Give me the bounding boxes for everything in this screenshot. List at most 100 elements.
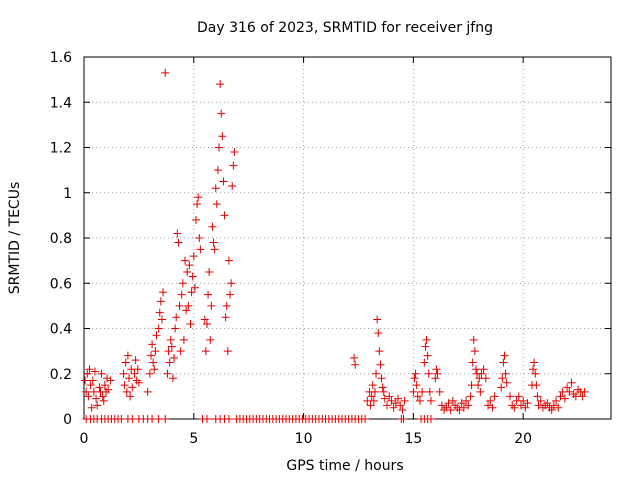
data-point (484, 401, 493, 410)
data-point (383, 401, 392, 410)
data-point (213, 166, 222, 175)
data-point (152, 331, 161, 340)
data-point (227, 279, 236, 288)
data-point (186, 319, 195, 328)
data-point (132, 376, 141, 385)
data-point (431, 374, 440, 383)
data-point (410, 374, 419, 383)
data-point (519, 396, 528, 405)
data-point (173, 229, 182, 238)
data-point (476, 387, 485, 396)
x-tick-label: 0 (80, 431, 89, 447)
data-point (523, 399, 532, 408)
data-point (530, 358, 539, 367)
data-point (150, 365, 159, 374)
data-point (398, 405, 407, 414)
data-point (131, 356, 140, 365)
data-point (481, 374, 490, 383)
data-point (191, 215, 200, 224)
data-point (446, 405, 455, 414)
data-point (474, 381, 483, 390)
data-point (533, 392, 542, 401)
data-point (164, 347, 173, 356)
data-point (119, 369, 128, 378)
data-point (216, 80, 225, 89)
data-point (521, 403, 530, 412)
data-point (455, 405, 464, 414)
data-point (543, 399, 552, 408)
data-point (83, 369, 92, 378)
data-point (389, 403, 398, 412)
data-point (212, 200, 221, 209)
data-point (368, 381, 377, 390)
y-tick-labels: 0 0.2 0.4 0.6 0.8 1 1.2 1.4 1.6 (50, 50, 72, 428)
data-point (219, 177, 228, 186)
data-point (448, 396, 457, 405)
data-point (510, 403, 519, 412)
data-point (99, 396, 108, 405)
data-point (400, 396, 409, 405)
data-point (175, 301, 184, 310)
data-point (174, 238, 183, 247)
data-point (457, 399, 466, 408)
data-point (222, 301, 231, 310)
data-point (451, 401, 460, 410)
data-point (420, 358, 429, 367)
data-point (155, 308, 164, 317)
data-point (166, 335, 175, 344)
x-tick-label: 10 (295, 431, 313, 447)
chart-title: Day 316 of 2023, SRMTID for receiver jfn… (197, 20, 493, 36)
data-point (202, 415, 211, 423)
data-point (145, 369, 154, 378)
x-tick-labels: 0 5 10 15 20 (80, 431, 533, 447)
y-tick-label: 0.8 (50, 231, 72, 247)
data-point (179, 335, 188, 344)
data-point (418, 387, 427, 396)
data-point (444, 399, 453, 408)
data-point (146, 351, 155, 360)
data-point (200, 315, 209, 324)
data-point (501, 369, 510, 378)
data-point (531, 369, 540, 378)
data-point (187, 288, 196, 297)
y-tick-label: 0 (63, 412, 72, 428)
data-point (224, 415, 233, 423)
data-point (437, 401, 446, 410)
data-point (172, 313, 181, 322)
data-point (84, 392, 93, 401)
data-point (379, 387, 388, 396)
data-point (201, 347, 210, 356)
data-point (163, 369, 172, 378)
data-point (165, 358, 174, 367)
data-point (391, 399, 400, 408)
data-point (189, 252, 198, 261)
data-point (377, 374, 386, 383)
data-point (563, 383, 572, 392)
data-point (425, 387, 434, 396)
data-point (415, 396, 424, 405)
data-point (508, 401, 517, 410)
data-point (422, 335, 431, 344)
data-point (413, 392, 422, 401)
data-point (514, 392, 523, 401)
data-point (486, 396, 495, 405)
data-point (148, 340, 157, 349)
data-point (536, 396, 545, 405)
x-tick-label: 15 (404, 431, 422, 447)
data-point (372, 369, 381, 378)
data-point (184, 301, 193, 310)
data-point (469, 335, 478, 344)
x-tick-label: 5 (189, 431, 198, 447)
data-point (470, 347, 479, 356)
data-point (195, 234, 204, 242)
data-point (488, 403, 497, 412)
data-point (207, 301, 216, 310)
y-axis-label: SRMTID / TECUs (7, 182, 23, 295)
data-point (351, 360, 360, 369)
data-point (532, 381, 541, 390)
data-point (190, 283, 199, 292)
data-point (205, 267, 214, 276)
data-point (373, 315, 382, 324)
data-point (149, 358, 158, 367)
data-point (497, 383, 506, 392)
